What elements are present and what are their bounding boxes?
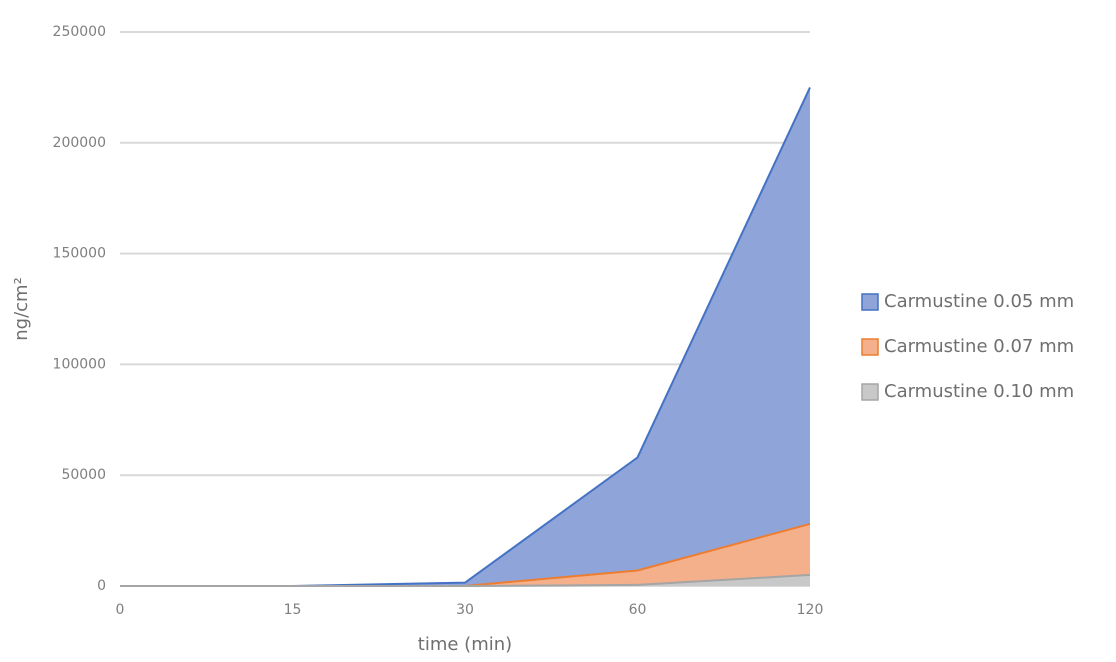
area	[120, 87, 810, 587]
x-tick-label: 15	[284, 602, 302, 618]
legend-swatch	[861, 383, 879, 401]
y-tick-label: 250000	[53, 24, 106, 40]
y-tick-label: 200000	[53, 135, 106, 151]
y-tick-label: 100000	[53, 356, 106, 372]
y-axis-label: ng/cm²	[11, 277, 32, 341]
y-tick-label: 50000	[61, 467, 106, 483]
legend-swatch	[861, 293, 879, 311]
area-line	[120, 573, 811, 587]
legend-label: Carmustine 0.05 mm	[884, 291, 1074, 312]
x-tick-label: 60	[629, 602, 647, 618]
legend-swatch	[861, 338, 879, 356]
x-tick-label: 0	[116, 602, 125, 618]
x-axis-label: time (min)	[418, 634, 512, 655]
y-tick-label: 150000	[53, 246, 106, 262]
legend-label: Carmustine 0.10 mm	[884, 381, 1074, 402]
x-tick-label: 120	[797, 602, 824, 618]
area	[120, 574, 810, 586]
legend-label: Carmustine 0.07 mm	[884, 336, 1074, 357]
x-tick-label: 30	[456, 602, 474, 618]
y-tick-label: 0	[97, 578, 106, 594]
